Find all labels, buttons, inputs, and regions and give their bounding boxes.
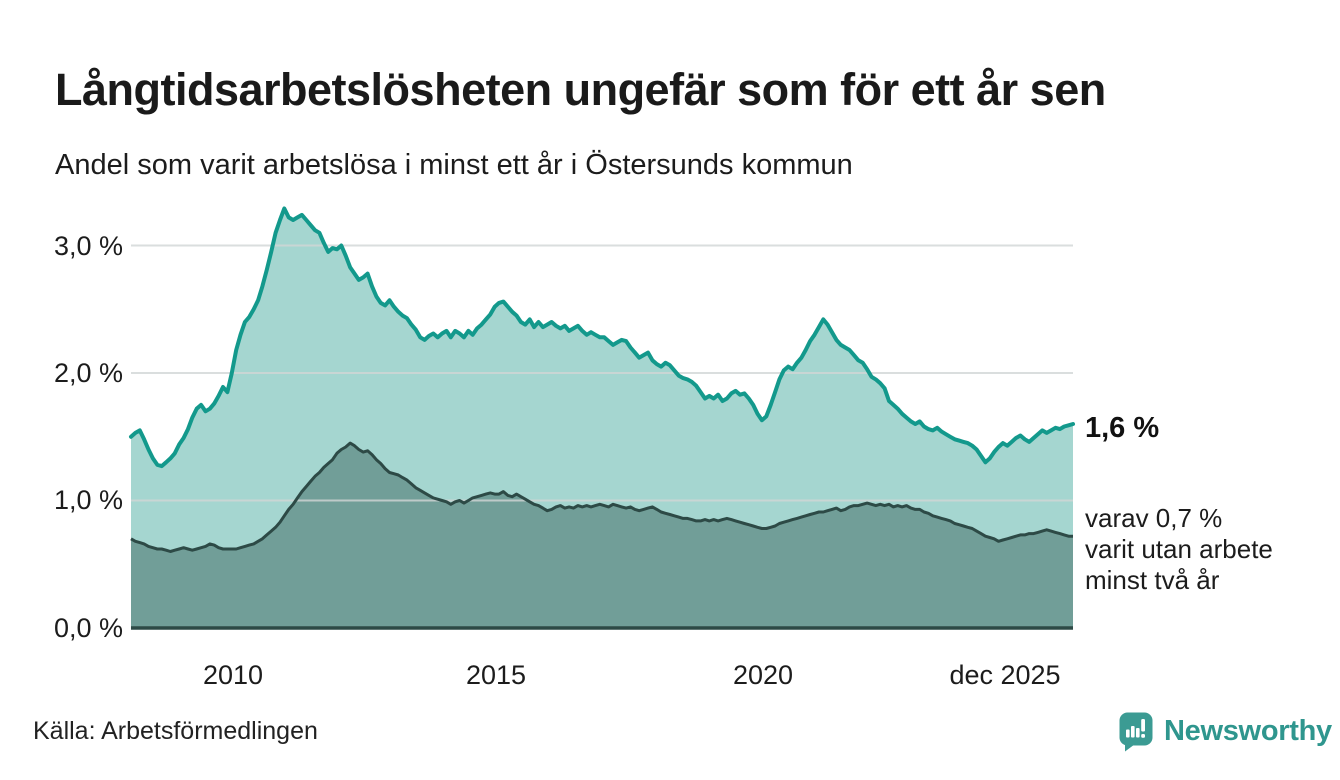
x-axis-tick-2015: 2015	[465, 660, 527, 690]
y-axis-tick-0: 0,0 %	[53, 613, 123, 643]
series-end-value-label: 1,6 %	[1085, 412, 1160, 444]
sub-annotation-line-1: varav 0,7 %	[1085, 503, 1223, 533]
series-sub-annotation: varav 0,7 % varit utan arbete minst två …	[1085, 503, 1273, 596]
x-axis-tick-2010: 2010	[202, 660, 264, 690]
sub-annotation-line-3: minst två år	[1085, 565, 1220, 595]
y-axis-tick-2: 2,0 %	[53, 358, 123, 388]
source-credit: Källa: Arbetsförmedlingen	[33, 717, 318, 745]
newsworthy-wordmark: Newsworthy	[1164, 715, 1332, 747]
x-axis-tick-2020: 2020	[732, 660, 794, 690]
page-subtitle: Andel som varit arbetslösa i minst ett å…	[55, 149, 853, 181]
x-axis-tick-dec-2025: dec 2025	[949, 660, 1061, 690]
page-title: Långtidsarbetslösheten ungefär som för e…	[55, 64, 1106, 116]
sub-annotation-line-2: varit utan arbete	[1085, 534, 1273, 564]
newsworthy-logo: Newsworthy	[1118, 711, 1332, 752]
y-axis-tick-1: 1,0 %	[53, 485, 123, 515]
y-axis-tick-3: 3,0 %	[53, 231, 123, 261]
newsworthy-speech-bubble-bars-icon	[1119, 712, 1153, 752]
